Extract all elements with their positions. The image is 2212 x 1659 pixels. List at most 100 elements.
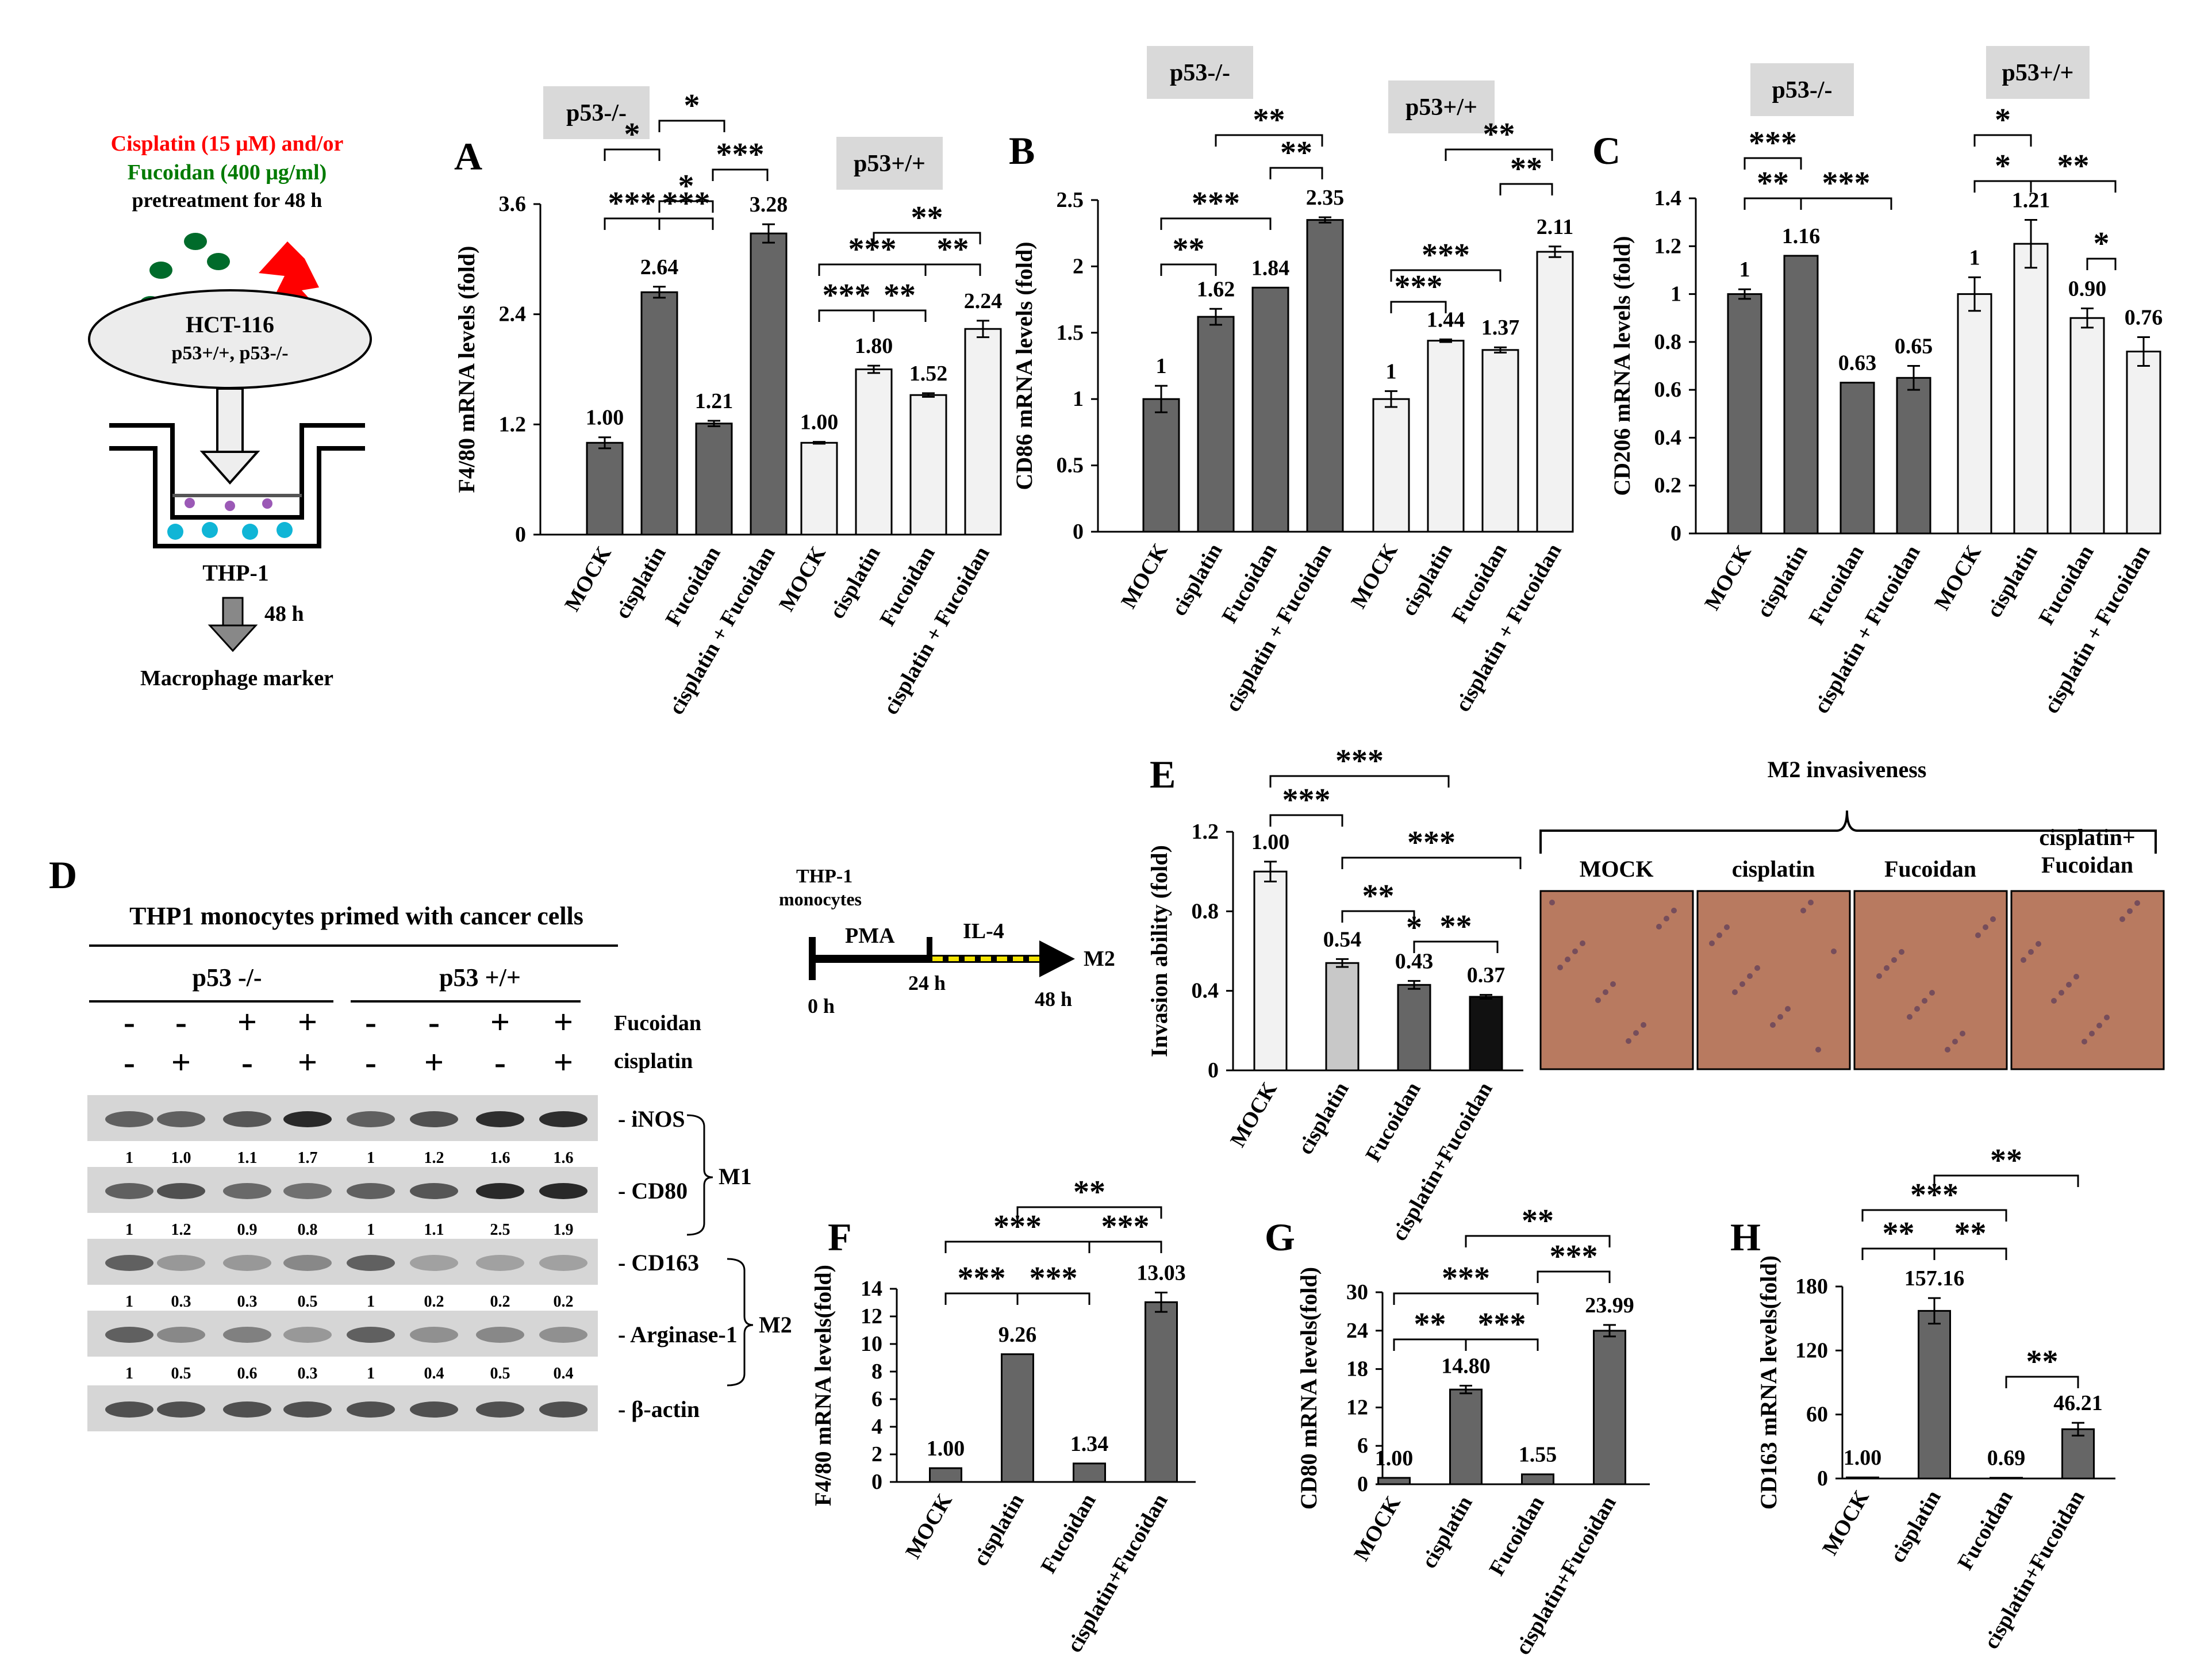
bar [1481,349,1519,533]
x-tick-label: Fucoidan [1953,1487,2017,1574]
bar [1377,1477,1411,1485]
blot-band [283,1111,332,1127]
cisplatin-sign: - [494,1043,506,1081]
blot-band [476,1183,524,1199]
secreted-factor [185,498,195,508]
schematic-line1: Cisplatin (15 μM) and/or [111,132,344,156]
data-label: 1.00 [800,410,839,435]
bar [2061,1428,2095,1480]
bar [1593,1330,1626,1485]
y-tick-label: 18 [1346,1357,1368,1381]
significance-bracket [1744,157,1802,170]
significance-bracket [1465,1338,1539,1351]
data-label: 2.11 [1537,215,1573,239]
bar [2126,351,2161,535]
significance-marker: * [624,117,640,152]
data-label: 1 [1156,354,1167,378]
cell-dot [1770,1022,1776,1028]
cell-dot [1709,940,1715,946]
bar [1896,377,1931,535]
fucoidan-sign: + [554,1003,573,1041]
cell-dot [1914,1006,1920,1012]
panel-letter-d: D [49,853,77,897]
cell-dot [1580,940,1585,946]
y-tick-label: 0.6 [1654,378,1682,402]
blot-quant: 1 [367,1149,375,1167]
x-tick-label: cisplatin [1293,1078,1354,1159]
blot-band [223,1255,271,1271]
blot-name: - β-actin [618,1396,700,1422]
cell-dot [2119,916,2125,922]
significance-bracket [1269,167,1323,179]
blot-band [105,1255,153,1271]
group-label: p53-/- [1170,60,1230,86]
data-label: 9.26 [999,1323,1037,1347]
cell-dot [1732,989,1738,995]
x-tick-label: cisplatin [1752,542,1812,622]
y-tick-label: 1.2 [1654,234,1682,258]
cell-dot [2028,949,2034,955]
significance-bracket [2005,1376,2079,1388]
significance-bracket [873,309,927,322]
timeline-title-2: monocytes [779,889,862,909]
cell-dot [1610,981,1616,987]
significance-marker: ** [1990,1143,2022,1178]
bar [855,368,893,536]
significance-marker: ** [1440,909,1472,944]
blot-band [347,1255,395,1271]
transwell [109,423,365,520]
blot-quant: 0.6 [237,1365,258,1382]
significance-marker: ** [1253,102,1285,138]
data-label: 1.00 [1251,830,1290,854]
panel-letter-g: G [1265,1215,1295,1259]
blot-band [539,1183,587,1199]
bar [964,328,1002,536]
significance-bracket [1393,1292,1539,1305]
transfer-arrow-shaft [216,387,244,453]
data-label: 0.69 [1987,1446,2026,1470]
y-axis-label: F4/80 mRNA levels (fold) [454,246,479,493]
blot-band [283,1255,332,1271]
y-axis-label: CD86 mRNA levels (fold) [1011,241,1037,490]
y-tick-label: 12 [1346,1395,1368,1419]
bar [800,441,838,536]
blot-quant: 1 [125,1221,133,1239]
significance-bracket [658,217,714,230]
cisplatin-sign: - [124,1043,135,1081]
y-tick-label: 1.5 [1057,321,1084,345]
significance-marker: ** [2057,148,2090,184]
bar [1449,1388,1483,1485]
data-label: 1.37 [1481,316,1520,340]
blot-name: - CD80 [618,1178,688,1204]
bar [1372,398,1410,533]
group-label: p53+/+ [2002,60,2074,86]
significance-marker: ** [884,278,916,313]
cell-dot [1641,1022,1646,1028]
bar [1001,1353,1034,1483]
significance-marker: * [684,88,700,124]
cell-dot [2021,957,2026,963]
blot-quant: 1 [125,1365,133,1382]
cell-dot [1572,948,1578,954]
blot-quant: 1.7 [298,1149,318,1167]
bar [2069,317,2105,535]
chart-b: 0 0.5 1 1.5 2 2.5 CD86 mRNA levels (fold) 1 MOCK… [1011,46,1574,716]
significance-marker: *** [608,186,656,221]
significance-marker: *** [1192,186,1240,221]
cell-dot [1945,1047,1950,1053]
cell-dot [1633,1030,1639,1036]
timeline-0h: 0 h [808,994,835,1017]
y-tick-label: 120 [1795,1338,1828,1362]
significance-bracket [2086,258,2117,270]
significance-marker: ** [937,232,969,267]
chart-c: 0 0.2 0.4 0.6 0.8 1 1.2 1.4 CD206 mRNA levels (f… [1609,46,2163,717]
fucoidan-sign: - [365,1003,377,1041]
blot-band [105,1183,153,1199]
panel-letter-f: F [828,1215,852,1259]
significance-marker: ** [1510,151,1542,187]
panel-letter-a: A [454,135,482,178]
significance-marker: *** [1407,825,1456,861]
y-tick-label: 180 [1795,1274,1828,1299]
significance-marker: *** [1395,269,1443,305]
data-label: 1.00 [927,1437,965,1461]
